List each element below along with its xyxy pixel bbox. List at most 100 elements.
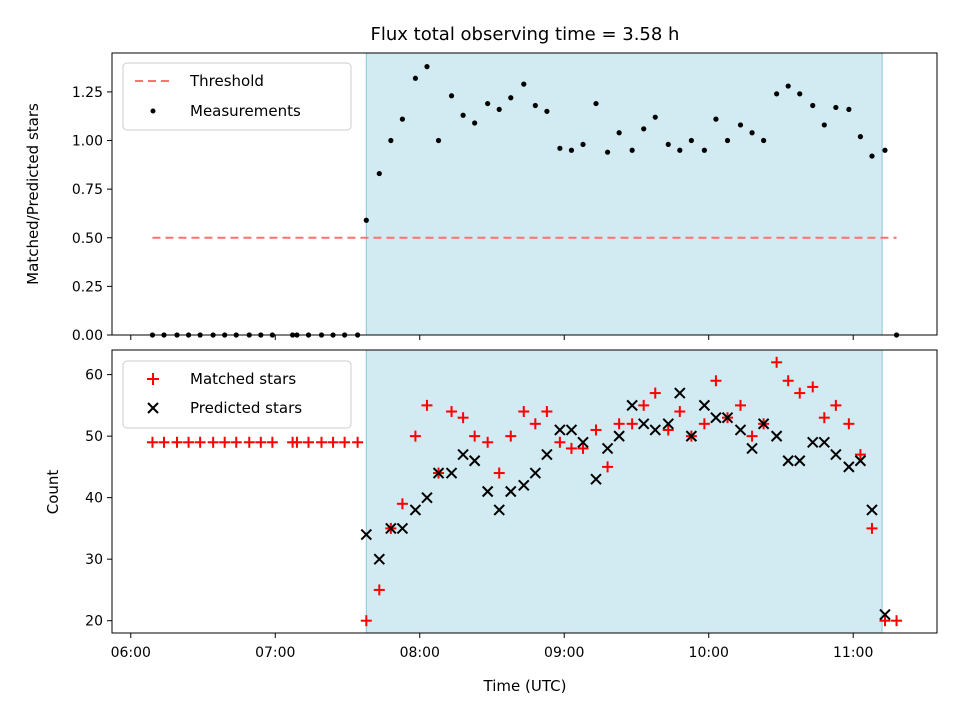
measurement-point bbox=[821, 122, 827, 128]
predicted-x-b bbox=[468, 455, 481, 467]
predicted-star-point bbox=[637, 418, 650, 430]
measurement-point bbox=[652, 114, 658, 120]
measurement-point bbox=[363, 217, 369, 223]
predicted-star-point bbox=[541, 448, 553, 461]
matched-star-point bbox=[807, 381, 819, 393]
predicted-star-point bbox=[818, 436, 831, 448]
x-tick-label: 11:00 bbox=[833, 645, 873, 661]
predicted-x-b bbox=[421, 491, 433, 504]
measurement-point bbox=[797, 91, 803, 97]
predicted-star-point bbox=[649, 424, 661, 436]
matched-star-point bbox=[879, 615, 891, 627]
measurement-points bbox=[149, 64, 900, 338]
predicted-star-point bbox=[421, 491, 433, 504]
matched-star-point bbox=[830, 399, 842, 411]
measurement-point bbox=[496, 106, 502, 112]
predicted-star-point bbox=[468, 455, 481, 467]
predicted-x-b bbox=[373, 553, 386, 565]
predicted-x-b bbox=[843, 461, 855, 473]
matched-star-point bbox=[590, 424, 602, 436]
predicted-x-b bbox=[746, 442, 758, 455]
top-y-tick-label: 0.25 bbox=[72, 279, 103, 295]
matched-star-point bbox=[207, 436, 219, 448]
measurement-point bbox=[472, 120, 478, 126]
predicted-star-point bbox=[493, 504, 505, 516]
predicted-x-b bbox=[854, 455, 867, 467]
top-legend: Threshold Measurements bbox=[122, 62, 352, 131]
predicted-star-point bbox=[721, 411, 734, 424]
measurement-point bbox=[882, 147, 888, 153]
predicted-star-point bbox=[409, 504, 422, 516]
predicted-x-b bbox=[554, 424, 566, 436]
matched-star-point bbox=[230, 436, 242, 448]
matched-star-point bbox=[243, 436, 255, 448]
bottom-ylabel: Count bbox=[44, 470, 62, 515]
matched-star-point bbox=[316, 436, 328, 448]
bottom-axis-ticks: 06:00 07:00 08:00 09:00 10:00 11:00 20 30 40 50 60 bbox=[85, 368, 873, 661]
predicted-star-point bbox=[662, 418, 674, 430]
matched-star-point bbox=[352, 436, 364, 448]
predicted-star-point bbox=[518, 479, 530, 492]
matched-star-point bbox=[327, 436, 339, 448]
predicted-star-points bbox=[360, 387, 891, 621]
measurement-point bbox=[460, 112, 466, 118]
predicted-x-b bbox=[674, 387, 686, 399]
predicted-x-b bbox=[396, 522, 409, 535]
measurement-point bbox=[485, 100, 491, 107]
predicted-star-point bbox=[385, 522, 397, 535]
predicted-x-b bbox=[794, 455, 806, 467]
measurement-point bbox=[857, 134, 864, 140]
measurement-point bbox=[641, 126, 647, 132]
predicted-x-b bbox=[710, 411, 722, 424]
top-panel: 0.00 0.25 0.50 0.75 1.00 1.25 Matched/Predict… bbox=[24, 52, 938, 344]
predicted-x-b bbox=[830, 448, 842, 461]
predicted-star-point bbox=[601, 442, 614, 455]
predicted-star-point bbox=[373, 553, 386, 565]
matched-star-point bbox=[302, 436, 314, 448]
matched-star-point bbox=[771, 356, 783, 368]
matched-star-point bbox=[626, 418, 638, 430]
predicted-star-point bbox=[843, 461, 855, 473]
measurement-point bbox=[724, 137, 731, 144]
predicted-x-b bbox=[770, 430, 783, 442]
matched-star-point bbox=[171, 436, 183, 448]
measurement-point bbox=[713, 116, 719, 122]
measurement-point bbox=[629, 147, 635, 153]
predicted-x-b bbox=[866, 504, 878, 516]
measurement-point bbox=[749, 130, 755, 136]
predicted-x-b bbox=[649, 424, 661, 436]
top-shaded-interval bbox=[365, 52, 883, 336]
predicted-x-b bbox=[601, 442, 614, 455]
bottom-legend-box bbox=[122, 360, 352, 429]
measurement-point bbox=[604, 149, 611, 155]
predicted-x-b bbox=[529, 467, 542, 479]
measurement-point bbox=[665, 141, 671, 148]
measurement-point bbox=[774, 91, 780, 97]
x-tick-label: 08:00 bbox=[400, 645, 440, 661]
measurement-point bbox=[677, 147, 683, 153]
predicted-x-b bbox=[613, 430, 625, 442]
bottom-y-tick-label: 30 bbox=[85, 552, 103, 568]
predicted-star-point bbox=[590, 473, 602, 485]
measurement-point bbox=[785, 83, 791, 89]
measurement-point bbox=[810, 102, 816, 109]
matched-star-point bbox=[291, 436, 303, 448]
predicted-star-point bbox=[830, 448, 842, 461]
matched-star-point bbox=[482, 436, 494, 448]
legend-threshold-label: Threshold bbox=[189, 72, 264, 90]
matched-star-point bbox=[529, 418, 541, 430]
predicted-x-b bbox=[385, 522, 397, 535]
predicted-star-point bbox=[782, 455, 794, 467]
matched-star-point bbox=[891, 615, 903, 627]
measurement-point bbox=[544, 108, 550, 114]
predicted-star-point bbox=[685, 430, 698, 442]
matched-star-point bbox=[518, 406, 530, 418]
predicted-x-b bbox=[518, 479, 530, 492]
matched-star-point bbox=[446, 406, 458, 418]
measurement-point bbox=[580, 141, 586, 148]
matched-star-point bbox=[505, 430, 517, 442]
top-ylabel: Matched/Predicted stars bbox=[24, 103, 42, 285]
top-legend-box bbox=[122, 62, 352, 131]
matched-star-point bbox=[866, 522, 878, 534]
predicted-star-point bbox=[565, 424, 578, 436]
